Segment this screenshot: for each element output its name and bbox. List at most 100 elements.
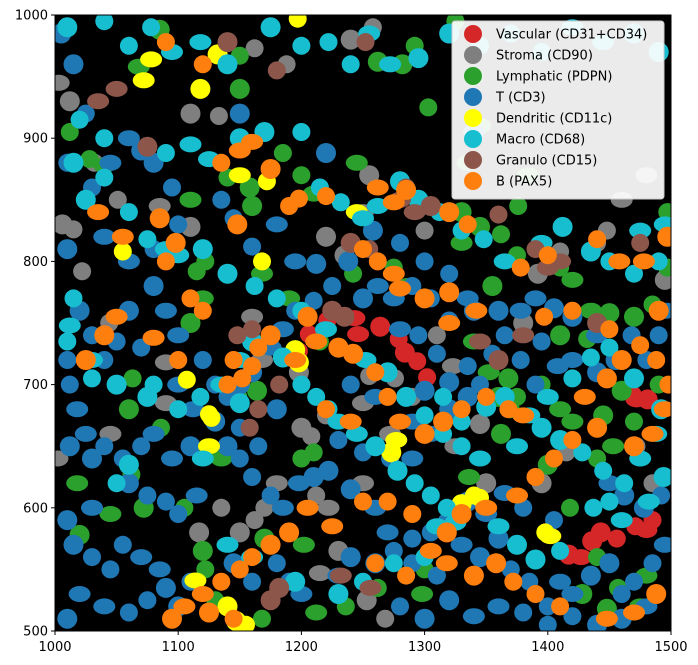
cell-point	[99, 154, 122, 171]
cell-point	[504, 572, 523, 591]
cell-point	[212, 572, 231, 591]
cell-point	[185, 487, 208, 504]
cell-point	[261, 486, 280, 505]
cell-point	[137, 136, 158, 157]
cell-point	[470, 547, 490, 568]
cell-point	[241, 308, 264, 325]
cell-point	[140, 51, 163, 68]
cell-point	[95, 15, 114, 31]
cell-point	[179, 191, 202, 208]
cell-point	[573, 443, 592, 462]
cell-point	[414, 423, 435, 444]
cell-point	[509, 302, 532, 319]
cell-point	[243, 357, 262, 376]
cell-point	[356, 33, 375, 52]
cell-point	[588, 230, 607, 249]
cell-point	[391, 233, 409, 252]
cell-point	[148, 561, 171, 578]
cell-point	[573, 388, 596, 405]
cell-point	[451, 504, 472, 524]
cell-point	[384, 541, 403, 560]
cell-point	[440, 264, 459, 283]
cell-point	[345, 154, 368, 171]
legend-marker	[464, 172, 482, 190]
cell-point	[549, 573, 572, 590]
cell-point	[173, 598, 196, 615]
legend-item: Stroma (CD90)	[464, 46, 593, 64]
cell-point	[144, 375, 163, 394]
cell-point	[57, 510, 78, 531]
cell-point	[389, 413, 411, 430]
cell-point	[387, 460, 408, 481]
x-tick-label: 1400	[531, 640, 564, 655]
cell-point	[307, 387, 326, 406]
cell-point	[138, 486, 157, 505]
cell-point	[526, 585, 545, 603]
cell-point	[228, 167, 251, 184]
cell-point	[156, 252, 175, 271]
cell-point	[526, 468, 545, 486]
cell-point	[365, 436, 386, 457]
cell-point	[624, 368, 644, 389]
cell-point	[625, 264, 643, 283]
cell-point	[475, 499, 498, 516]
cell-point	[142, 329, 165, 346]
cell-point	[55, 74, 70, 91]
cell-point	[649, 252, 668, 271]
cell-point	[296, 499, 319, 516]
cell-point	[328, 584, 349, 604]
cell-point	[347, 326, 370, 343]
cell-point	[163, 178, 181, 197]
cell-point	[493, 253, 516, 270]
cell-point	[253, 609, 271, 628]
cell-point	[403, 505, 422, 523]
cell-point	[353, 288, 373, 309]
cell-point	[119, 603, 138, 622]
cell-point	[212, 190, 231, 209]
cell-point	[224, 351, 243, 369]
cell-point	[156, 144, 175, 162]
cell-point	[292, 375, 311, 394]
y-tick-label: 800	[23, 255, 48, 270]
cell-point	[420, 196, 441, 216]
legend-label: Lymphatic (PDPN)	[496, 70, 612, 85]
cell-point	[242, 196, 263, 216]
cell-point	[83, 369, 101, 388]
cell-point	[415, 252, 434, 271]
cell-point	[458, 469, 480, 485]
cell-point	[646, 584, 667, 604]
cell-point	[331, 193, 350, 212]
cell-point	[526, 375, 545, 394]
cell-point	[143, 276, 164, 296]
cell-point	[227, 214, 248, 235]
cell-point	[57, 608, 78, 629]
legend-item: Lymphatic (PDPN)	[464, 67, 612, 85]
cell-point	[563, 607, 582, 626]
cell-point	[245, 39, 264, 58]
cell-point	[130, 549, 153, 566]
cell-point	[267, 289, 286, 308]
cell-point	[600, 320, 619, 339]
cell-point	[192, 239, 213, 260]
legend-label: B (PAX5)	[496, 175, 552, 190]
cell-point	[193, 351, 212, 369]
cell-point	[292, 36, 311, 55]
cell-point	[247, 380, 267, 401]
cell-point	[389, 321, 411, 338]
cell-point	[366, 363, 385, 382]
cell-point	[165, 232, 186, 253]
cell-point	[179, 136, 202, 153]
cell-point	[382, 265, 405, 282]
cell-point	[95, 168, 114, 187]
cell-point	[202, 408, 221, 427]
legend-marker	[464, 88, 482, 106]
cell-point	[229, 393, 250, 414]
legend-item: T (CD3)	[464, 88, 546, 106]
cell-point	[401, 450, 424, 467]
cell-point	[439, 590, 460, 611]
cell-point	[536, 388, 559, 405]
cell-point	[408, 352, 427, 371]
cell-point	[321, 518, 344, 535]
cell-point	[193, 301, 212, 320]
